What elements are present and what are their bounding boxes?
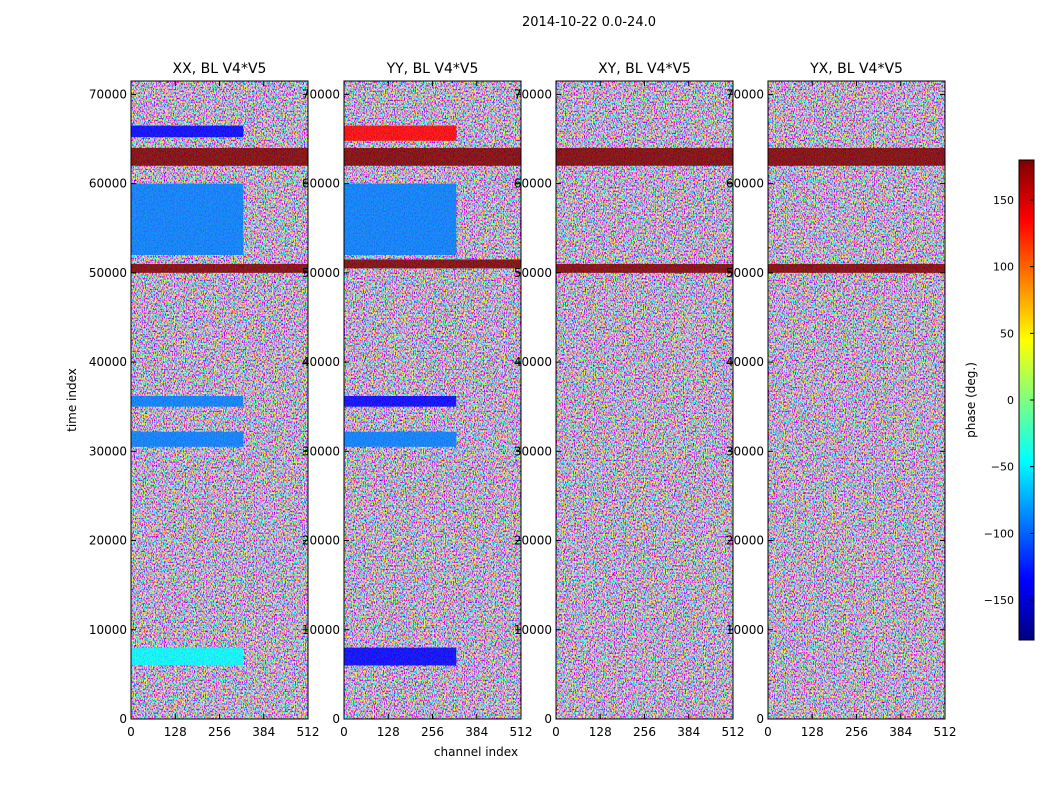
x-axis-label: channel index: [434, 745, 518, 759]
phase-band: [131, 183, 244, 255]
colorbar-tick-label: 50: [1000, 327, 1014, 340]
y-tick-label: 20000: [514, 534, 552, 548]
colorbar-tick-label: 150: [993, 194, 1014, 207]
y-tick-label: 0: [119, 712, 127, 726]
phase-band: [344, 125, 457, 141]
phase-band: [768, 263, 945, 273]
x-tick-label: 128: [377, 725, 400, 739]
x-tick-label: 0: [127, 725, 135, 739]
y-tick-label: 50000: [302, 266, 340, 280]
colorbar-tick-label: 0: [1007, 394, 1014, 407]
heatmap-image: [556, 81, 733, 719]
y-tick-label: 10000: [302, 623, 340, 637]
y-tick-label: 10000: [514, 623, 552, 637]
phase-band: [556, 147, 733, 166]
heatmap-image: [131, 81, 308, 719]
y-tick-label: 60000: [726, 177, 764, 191]
colorbar-label: phase (deg.): [964, 362, 978, 438]
y-tick-label: 60000: [89, 177, 127, 191]
heatmap-image: [768, 81, 945, 719]
x-tick-label: 256: [633, 725, 656, 739]
phase-band: [131, 647, 244, 666]
y-tick-label: 70000: [302, 87, 340, 101]
x-tick-label: 384: [252, 725, 275, 739]
phase-band: [344, 647, 457, 666]
phase-band: [131, 395, 244, 407]
y-tick-label: 40000: [89, 355, 127, 369]
y-tick-label: 30000: [302, 444, 340, 458]
phase-band: [344, 395, 457, 407]
y-tick-label: 20000: [726, 534, 764, 548]
x-tick-label: 256: [421, 725, 444, 739]
y-tick-label: 40000: [726, 355, 764, 369]
y-axis-label: time index: [65, 368, 79, 432]
heatmap-panel: XY, BL V4*V5 0 128 256 384 512 0 10000 20000 3000…: [514, 61, 745, 739]
y-tick-label: 40000: [302, 355, 340, 369]
phase-noise-background: [768, 81, 945, 719]
y-tick-label: 30000: [89, 444, 127, 458]
y-tick-label: 50000: [89, 266, 127, 280]
x-tick-label: 512: [510, 725, 533, 739]
phase-band: [344, 431, 457, 447]
x-tick-label: 128: [801, 725, 824, 739]
x-tick-label: 512: [722, 725, 745, 739]
colorbar-tick-label: −50: [991, 461, 1014, 474]
y-tick-label: 20000: [89, 534, 127, 548]
phase-band: [768, 147, 945, 166]
x-tick-label: 384: [677, 725, 700, 739]
y-tick-label: 20000: [302, 534, 340, 548]
y-tick-label: 70000: [514, 87, 552, 101]
panels-group: XX, BL V4*V5 0 128 256 384 512 0 10000 20000 3000…: [89, 61, 957, 739]
colorbar: phase (deg.) 150 100 50 0 −50 −100 −150: [964, 159, 1035, 641]
panel-title: XY, BL V4*V5: [598, 61, 691, 77]
colorbar-tick-label: −100: [984, 527, 1014, 540]
y-tick-label: 30000: [726, 444, 764, 458]
phase-band: [344, 147, 521, 166]
heatmap-image: [344, 81, 521, 719]
panel-title: YY, BL V4*V5: [386, 61, 479, 77]
y-tick-label: 0: [332, 712, 340, 726]
colorbar-tick-label: 100: [993, 261, 1014, 274]
phase-band: [131, 125, 244, 138]
y-tick-label: 10000: [726, 623, 764, 637]
y-tick-label: 70000: [726, 87, 764, 101]
x-tick-label: 512: [934, 725, 957, 739]
phase-noise-background: [556, 81, 733, 719]
x-tick-label: 512: [297, 725, 320, 739]
panel-title: XX, BL V4*V5: [173, 61, 267, 77]
x-tick-label: 128: [164, 725, 187, 739]
phase-band: [344, 259, 521, 269]
heatmap-panel: YX, BL V4*V5 0 128 256 384 512 0 10000 20000 3000…: [726, 61, 957, 739]
y-tick-label: 40000: [514, 355, 552, 369]
y-tick-label: 10000: [89, 623, 127, 637]
heatmap-panel: YY, BL V4*V5 0 128 256 384 512 0 10000 20000 3000…: [302, 61, 533, 739]
x-tick-label: 384: [889, 725, 912, 739]
x-tick-label: 0: [552, 725, 560, 739]
phase-band: [131, 431, 244, 447]
x-tick-label: 256: [845, 725, 868, 739]
heatmap-panel: XX, BL V4*V5 0 128 256 384 512 0 10000 20000 3000…: [89, 61, 320, 739]
x-tick-label: 0: [764, 725, 772, 739]
y-tick-label: 0: [756, 712, 764, 726]
phase-band: [344, 183, 457, 255]
x-tick-label: 256: [208, 725, 231, 739]
phase-band: [131, 147, 308, 166]
x-tick-label: 128: [589, 725, 612, 739]
colorbar-tick-label: −150: [984, 594, 1014, 607]
x-tick-label: 384: [465, 725, 488, 739]
panel-title: YX, BL V4*V5: [809, 61, 903, 77]
y-tick-label: 60000: [302, 177, 340, 191]
x-tick-label: 0: [340, 725, 348, 739]
figure-suptitle: 2014-10-22 0.0-24.0: [522, 15, 656, 30]
phase-band: [556, 263, 733, 273]
y-tick-label: 30000: [514, 444, 552, 458]
y-tick-label: 60000: [514, 177, 552, 191]
y-tick-label: 0: [544, 712, 552, 726]
y-tick-label: 70000: [89, 87, 127, 101]
phase-band: [131, 263, 308, 273]
y-tick-label: 50000: [726, 266, 764, 280]
y-tick-label: 50000: [514, 266, 552, 280]
